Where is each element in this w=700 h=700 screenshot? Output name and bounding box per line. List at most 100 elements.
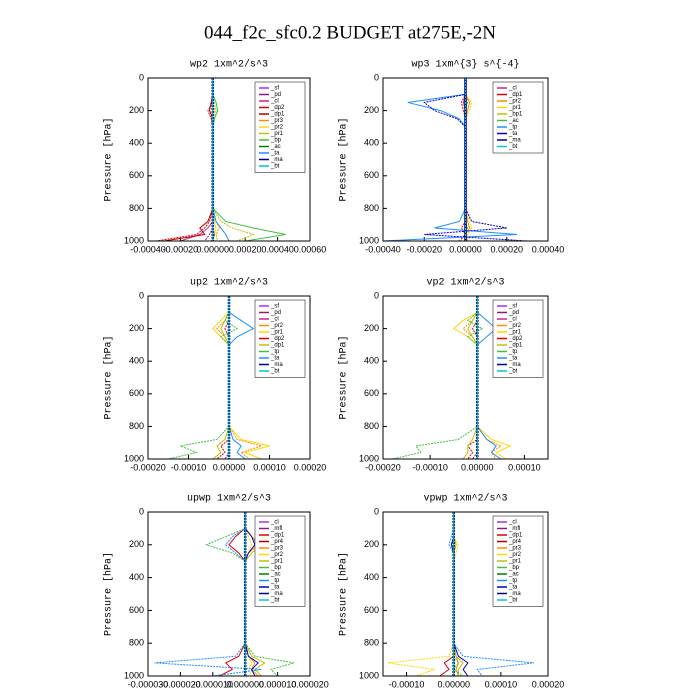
x-tick-label: 0.00020 xyxy=(229,244,262,254)
legend-label: _ma xyxy=(270,362,283,368)
y-tick-label: 0 xyxy=(374,290,379,300)
y-tick-label: 400 xyxy=(364,356,379,366)
panel-title: up2 1xm^2/s^3 xyxy=(190,277,268,289)
legend-label: _bt xyxy=(508,369,518,375)
y-tick-label: 200 xyxy=(364,323,379,333)
legend-label: _pr4 xyxy=(270,539,284,545)
y-tick-label: 1000 xyxy=(124,453,144,463)
legend-label: _pr1 xyxy=(270,559,284,565)
legend-label: _cl xyxy=(508,317,517,323)
panel-title: vp2 1xm^2/s^3 xyxy=(426,277,504,289)
y-tick-label: 200 xyxy=(364,105,379,115)
legend-label: _ma xyxy=(270,157,283,163)
legend-label: _tp xyxy=(508,125,518,131)
legend-label: _ac xyxy=(508,118,519,124)
y-tick-label: 200 xyxy=(129,105,144,115)
y-tick-label: 0 xyxy=(139,72,144,82)
y-tick-label: 800 xyxy=(129,638,144,648)
x-tick-label: 0.00010 xyxy=(485,679,518,689)
series-line xyxy=(387,512,459,677)
panel-title: vpwp 1xm^2/s^3 xyxy=(423,493,507,505)
y-tick-label: 400 xyxy=(364,138,379,148)
legend-label: _dp1 xyxy=(508,92,523,98)
y-tick-label: 200 xyxy=(129,323,144,333)
x-tick-label: -0.00010 xyxy=(171,462,207,472)
y-tick-label: 1000 xyxy=(359,670,379,680)
series-line xyxy=(216,296,264,460)
legend-label: _ac xyxy=(270,144,281,150)
series-line xyxy=(465,78,473,242)
series-line xyxy=(453,512,464,676)
x-tick-label: 0.00000 xyxy=(461,462,494,472)
x-tick-label: 0.00020 xyxy=(490,244,523,254)
legend-label: _tp xyxy=(270,578,280,584)
y-tick-label: 600 xyxy=(364,388,379,398)
legend-label: _cl xyxy=(270,99,279,105)
figure-title: 044_f2c_sfc0.2 BUDGET at275E,-2N xyxy=(204,22,496,43)
legend-label: _pr2 xyxy=(270,125,284,131)
y-tick-label: 600 xyxy=(129,388,144,398)
legend-label: _ac xyxy=(508,572,519,578)
legend-label: _cl xyxy=(270,317,279,323)
plot-frame xyxy=(382,77,549,242)
x-tick-label: -0.000020 xyxy=(160,679,201,689)
y-tick-label: 400 xyxy=(129,572,144,582)
legend-label: _bt xyxy=(270,369,280,375)
x-tick-label: 0.00040 xyxy=(261,244,294,254)
y-tick-label: 800 xyxy=(364,638,379,648)
panel-title: wp2 1xm^2/s^3 xyxy=(190,59,268,71)
plot-frame xyxy=(382,295,549,460)
legend-label: _pr2 xyxy=(270,323,284,329)
y-tick-label: 400 xyxy=(129,356,144,366)
series-line xyxy=(228,296,255,460)
legend-label: _bt xyxy=(270,164,280,170)
x-tick-label: 0.00010 xyxy=(508,462,541,472)
y-tick-label: 600 xyxy=(364,170,379,180)
legend-label: _sf xyxy=(270,304,279,310)
x-tick-label: -0.00020 xyxy=(130,462,166,472)
x-tick-label: -0.00040 xyxy=(365,244,401,254)
x-tick-label: 0.000010 xyxy=(259,679,297,689)
x-tick-label: 0.00000 xyxy=(213,462,246,472)
panel-title: wp3 1xm^{3} s^{-4} xyxy=(411,59,519,71)
legend-label: _ta xyxy=(508,356,518,362)
legend-label: _pr2 xyxy=(508,323,522,329)
x-tick-label: -0.00020 xyxy=(406,244,442,254)
plot-frame xyxy=(147,295,311,460)
plot-frame xyxy=(147,511,311,677)
legend-label: _pr1 xyxy=(270,131,284,137)
legend-label: _pd xyxy=(270,92,281,98)
y-tick-label: 1000 xyxy=(124,235,144,245)
series-line xyxy=(212,78,255,242)
legend-label: _sf xyxy=(508,304,517,310)
x-tick-label: -0.00020 xyxy=(163,244,199,254)
y-axis-label: Pressure [hPa] xyxy=(338,552,350,636)
x-tick-label: 0.00010 xyxy=(253,462,286,472)
y-tick-label: 600 xyxy=(364,605,379,615)
legend-label: _ac xyxy=(270,572,281,578)
legend-label: _ta xyxy=(270,151,280,157)
legend-label: _dp2 xyxy=(270,105,285,111)
legend-label: _dp1 xyxy=(270,343,285,349)
legend-label: _mfl xyxy=(508,526,520,532)
series-line xyxy=(216,296,230,460)
legend-label: _mfl xyxy=(270,526,282,532)
y-axis-label: Pressure [hPa] xyxy=(103,117,115,201)
legend-label: _dp2 xyxy=(508,336,523,342)
legend-label: _tp xyxy=(270,349,280,355)
legend-label: _sf xyxy=(270,86,279,92)
x-tick-label: -0.00020 xyxy=(365,462,401,472)
legend-label: _pr1 xyxy=(270,330,284,336)
legend-label: _pr4 xyxy=(508,539,522,545)
x-tick-label: -0.000010 xyxy=(193,679,234,689)
x-tick-label: 0.00040 xyxy=(532,244,565,254)
legend-label: _dp1 xyxy=(270,112,285,118)
series-line xyxy=(453,512,464,677)
legend-label: _dp1 xyxy=(270,533,285,539)
y-tick-label: 800 xyxy=(129,421,144,431)
y-tick-label: 200 xyxy=(129,539,144,549)
y-axis-label: Pressure [hPa] xyxy=(338,335,350,419)
legend-label: _ta xyxy=(508,131,518,137)
y-tick-label: 400 xyxy=(364,572,379,582)
